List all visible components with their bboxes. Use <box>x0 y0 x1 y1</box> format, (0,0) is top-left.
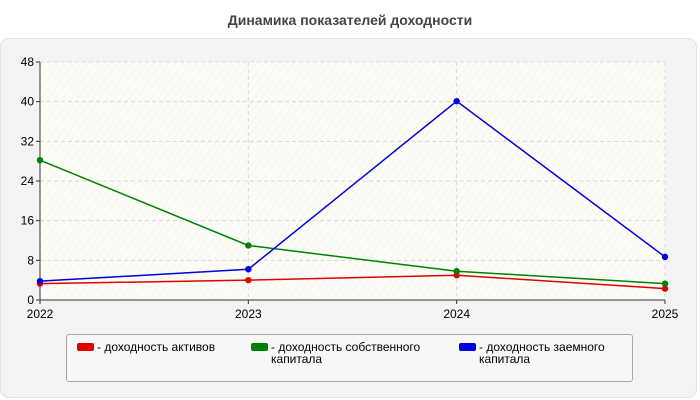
y-tick-label: 32 <box>21 134 35 148</box>
data-point-0-1 <box>245 276 252 284</box>
legend-label: - доходность заемного капитала <box>479 340 605 366</box>
x-tick-label: 2023 <box>235 307 262 321</box>
legend-swatch <box>459 343 476 351</box>
data-point-1-3 <box>661 280 669 287</box>
chart-title: Динамика показателей доходности <box>227 12 473 28</box>
chart-legend: - доходность активов - доходность собстве… <box>66 334 633 382</box>
y-tick-label: 0 <box>27 293 34 307</box>
y-tick-label: 40 <box>21 95 35 109</box>
legend-label: - доходность собственного капитала <box>271 340 421 366</box>
y-tick-label: 48 <box>21 55 35 69</box>
data-point-2-0 <box>36 277 44 285</box>
data-point-2-1 <box>245 266 252 273</box>
legend-swatch <box>251 343 268 351</box>
y-tick-label: 24 <box>21 174 35 188</box>
legend-item-0: - доходность активов <box>77 341 215 353</box>
legend-label: - доходность активов <box>97 340 216 354</box>
y-tick-label: 16 <box>21 214 35 228</box>
legend-item-2: - доходность заемного капитала <box>459 341 605 365</box>
series-line-0 <box>39 274 666 290</box>
legend-swatch <box>77 343 94 351</box>
data-point-1-1 <box>245 242 252 249</box>
data-point-0-3 <box>661 285 669 292</box>
data-point-1-2 <box>453 268 460 275</box>
y-tick-label: 8 <box>27 253 34 267</box>
legend-item-1: - доходность собственного капитала <box>251 341 420 365</box>
data-point-2-2 <box>453 97 460 105</box>
data-point-2-3 <box>661 253 669 261</box>
series-line-1 <box>39 159 666 285</box>
x-tick-label: 2025 <box>652 307 679 321</box>
data-point-1-0 <box>36 156 44 164</box>
x-tick-label: 2022 <box>27 307 54 321</box>
x-tick-label: 2024 <box>443 307 470 321</box>
series-line-2 <box>39 100 666 282</box>
